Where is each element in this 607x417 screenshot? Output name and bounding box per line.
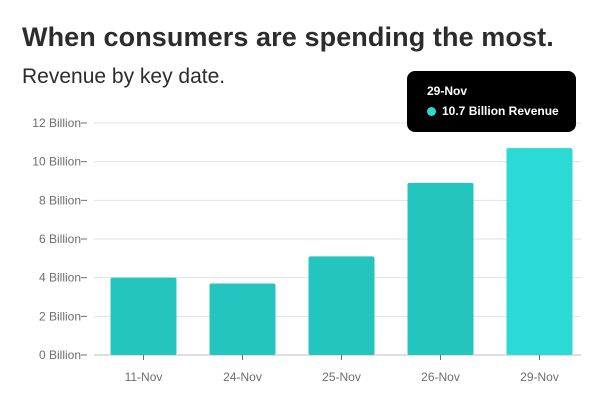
chart-title: When consumers are spending the most. (22, 22, 554, 52)
tooltip-row: 10.7 Billion Revenue (427, 104, 576, 118)
y-tick-label: 0 Billion (39, 348, 81, 362)
bar (110, 277, 177, 355)
bar (506, 148, 573, 355)
hover-tooltip: 29-Nov 10.7 Billion Revenue (407, 71, 576, 132)
y-tick-label: 12 Billion (32, 116, 81, 130)
y-tick-label: 4 Billion (39, 271, 81, 285)
tooltip-title: 29-Nov (427, 84, 468, 98)
x-tick-label: 11-Nov (125, 370, 163, 384)
series-dot-icon (427, 107, 436, 116)
bar (209, 283, 276, 355)
y-tick-label: 2 Billion (39, 309, 81, 323)
y-tick-label: 10 Billion (32, 155, 81, 169)
chart-subtitle: Revenue by key date. (22, 65, 226, 88)
x-tick-label: 26-Nov (421, 370, 460, 384)
bar (308, 256, 375, 355)
y-tick-label: 6 Billion (39, 232, 81, 246)
bar (407, 182, 474, 355)
y-tick-label: 8 Billion (39, 193, 81, 207)
bars (110, 148, 573, 355)
y-axis: 0 Billion 2 Billion 4 Billion 6 Billion 8 Bi… (32, 116, 87, 362)
x-axis: 11-Nov 24-Nov 25-Nov 26-Nov 29-Nov (125, 355, 559, 384)
x-tick-label: 25-Nov (322, 370, 361, 384)
tooltip-value: 10.7 Billion Revenue (442, 104, 559, 118)
x-tick-label: 29-Nov (520, 370, 559, 384)
x-tick-label: 24-Nov (223, 370, 262, 384)
